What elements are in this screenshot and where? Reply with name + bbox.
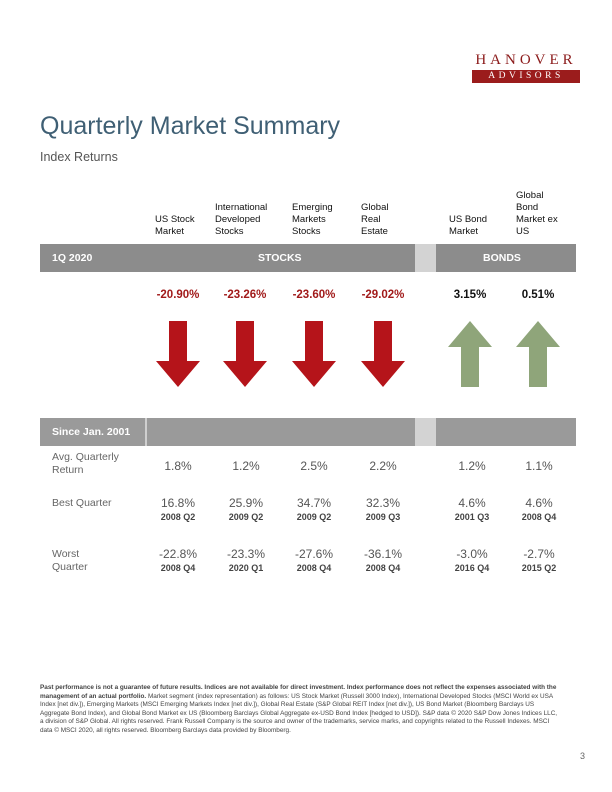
down-arrow-icon xyxy=(292,321,336,387)
best-cell: 4.6% 2008 Q4 xyxy=(507,496,571,523)
avg-cell: 2.5% xyxy=(282,459,346,473)
stocks-group-label: STOCKS xyxy=(258,252,302,264)
page-number: 3 xyxy=(580,751,586,761)
avg-cell: 1.8% xyxy=(146,459,210,473)
best-value: 4.6% xyxy=(458,496,486,510)
best-cell: 4.6% 2001 Q3 xyxy=(440,496,504,523)
worst-value: -27.6% xyxy=(294,547,334,561)
column-header-real-estate: Global Real Estate xyxy=(361,202,389,237)
quarter-return-global-bond: 0.51% xyxy=(521,289,555,301)
best-cell: 32.3% 2009 Q3 xyxy=(351,496,415,523)
down-arrow-icon xyxy=(156,321,200,387)
best-quarter: 2009 Q3 xyxy=(365,512,401,522)
best-value: 32.3% xyxy=(365,496,401,510)
since-band-divider xyxy=(415,418,436,446)
band-divider xyxy=(415,244,436,272)
avg-value: 1.2% xyxy=(458,459,486,473)
footnote-bold: Past performance is not a guarantee of f… xyxy=(40,684,557,700)
avg-value: 1.2% xyxy=(232,459,260,473)
up-arrow-icon xyxy=(448,321,492,387)
worst-value: -36.1% xyxy=(363,547,403,561)
worst-quarter: 2020 Q1 xyxy=(228,563,264,573)
bonds-group-label: BONDS xyxy=(483,252,521,264)
page-subtitle: Index Returns xyxy=(40,150,118,164)
best-quarter: 2009 Q2 xyxy=(228,512,264,522)
best-quarter: 2008 Q4 xyxy=(521,512,557,522)
quarter-period-label: 1Q 2020 xyxy=(52,252,93,264)
column-header-us-stock: US Stock Market xyxy=(155,214,195,237)
avg-cell: 1.2% xyxy=(440,459,504,473)
avg-cell: 1.1% xyxy=(507,459,571,473)
quarter-band-stocks xyxy=(40,244,436,272)
row-label-avg: Avg. Quarterly Return xyxy=(52,451,119,476)
best-value: 34.7% xyxy=(296,496,332,510)
column-header-emerging: Emerging Markets Stocks xyxy=(292,202,333,237)
down-arrow-icon xyxy=(361,321,405,387)
quarter-band-bonds xyxy=(436,244,576,272)
page-title: Quarterly Market Summary xyxy=(40,112,341,140)
row-label-best: Best Quarter xyxy=(52,497,112,509)
footnote-text: Market segment (index representation) as… xyxy=(40,692,558,734)
worst-quarter: 2016 Q4 xyxy=(454,563,490,573)
column-header-us-bond: US Bond Market xyxy=(449,214,488,237)
since-period-label: Since Jan. 2001 xyxy=(52,426,131,438)
quarter-return-intl-developed: -23.26% xyxy=(223,289,267,301)
best-quarter: 2008 Q2 xyxy=(160,512,196,522)
row-label-worst: Worst Quarter xyxy=(52,548,88,573)
quarter-return-us-bond: 3.15% xyxy=(453,289,487,301)
since-band xyxy=(40,418,576,446)
column-header-global-bond: Global Bond Market ex US xyxy=(516,190,558,237)
worst-cell: -23.3% 2020 Q1 xyxy=(214,547,278,574)
down-arrow-icon xyxy=(223,321,267,387)
worst-cell: -36.1% 2008 Q4 xyxy=(351,547,415,574)
worst-quarter: 2008 Q4 xyxy=(160,563,196,573)
worst-value: -2.7% xyxy=(523,547,555,561)
worst-cell: -22.8% 2008 Q4 xyxy=(146,547,210,574)
worst-cell: -27.6% 2008 Q4 xyxy=(282,547,346,574)
avg-value: 2.5% xyxy=(300,459,328,473)
quarter-return-us-stock: -20.90% xyxy=(156,289,200,301)
best-cell: 25.9% 2009 Q2 xyxy=(214,496,278,523)
best-value: 16.8% xyxy=(160,496,196,510)
logo-wordmark-bottom: ADVISORS xyxy=(472,70,580,83)
avg-value: 1.8% xyxy=(164,459,192,473)
worst-quarter: 2008 Q4 xyxy=(296,563,332,573)
worst-value: -22.8% xyxy=(158,547,198,561)
best-value: 25.9% xyxy=(228,496,264,510)
worst-quarter: 2008 Q4 xyxy=(365,563,401,573)
worst-cell: -2.7% 2015 Q2 xyxy=(507,547,571,574)
best-value: 4.6% xyxy=(525,496,553,510)
worst-quarter: 2015 Q2 xyxy=(521,563,557,573)
worst-value: -3.0% xyxy=(456,547,488,561)
avg-cell: 1.2% xyxy=(214,459,278,473)
worst-cell: -3.0% 2016 Q4 xyxy=(440,547,504,574)
since-band-divider xyxy=(145,418,147,446)
best-quarter: 2009 Q2 xyxy=(296,512,332,522)
best-cell: 34.7% 2009 Q2 xyxy=(282,496,346,523)
quarter-return-emerging: -23.60% xyxy=(292,289,336,301)
avg-value: 1.1% xyxy=(525,459,553,473)
best-cell: 16.8% 2008 Q2 xyxy=(146,496,210,523)
worst-value: -23.3% xyxy=(226,547,266,561)
column-header-intl-developed: International Developed Stocks xyxy=(215,202,268,237)
quarter-return-real-estate: -29.02% xyxy=(361,289,405,301)
disclosure-footnote: Past performance is not a guarantee of f… xyxy=(40,684,560,736)
avg-value: 2.2% xyxy=(369,459,397,473)
up-arrow-icon xyxy=(516,321,560,387)
avg-cell: 2.2% xyxy=(351,459,415,473)
company-logo: HANOVER ADVISORS xyxy=(472,52,580,83)
best-quarter: 2001 Q3 xyxy=(454,512,490,522)
logo-wordmark-top: HANOVER xyxy=(475,52,577,68)
